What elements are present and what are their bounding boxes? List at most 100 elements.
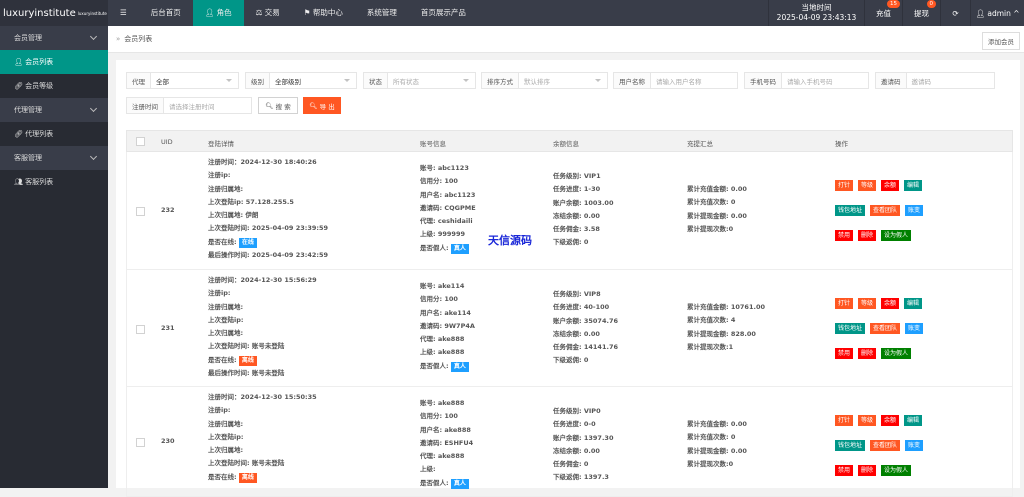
account-detail: 用户名: ake888 xyxy=(420,425,471,434)
action-button[interactable]: 查看团队 xyxy=(870,205,901,216)
action-button[interactable]: 设为假人 xyxy=(881,348,912,359)
link-icon: 🔗︎ xyxy=(14,130,23,138)
account-detail: 信用分: 100 xyxy=(420,177,458,186)
username-input[interactable]: 用户名称 请输入用户名称 xyxy=(613,72,738,89)
username-placeholder: 请输入用户名称 xyxy=(656,77,702,86)
action-button[interactable]: 钱包地址 xyxy=(835,323,866,334)
nav-tab-5[interactable]: 首页展示产品 xyxy=(409,0,478,26)
balance-detail: 账户余额: 35074.76 xyxy=(553,316,618,325)
summary-detail: 累计充值次数: 0 xyxy=(687,198,736,207)
action-button[interactable]: 等级 xyxy=(858,298,877,309)
last-op-time: 最后操作时间: 2025-04-09 23:42:59 xyxy=(208,251,329,260)
action-button[interactable]: 禁用 xyxy=(835,348,854,359)
logo[interactable]: luxuryinstitute luxuryinstitute xyxy=(0,0,108,26)
refresh-icon[interactable]: ⟳ xyxy=(940,0,970,26)
row-checkbox[interactable] xyxy=(136,207,145,216)
phone-input[interactable]: 手机号码 请输入手机号码 xyxy=(744,72,869,89)
summary-detail: 累计提现金额: 0.00 xyxy=(687,211,747,220)
action-button[interactable]: 账变 xyxy=(905,205,924,216)
balance-detail: 任务佣金: 14141.76 xyxy=(553,343,618,352)
col-summary: 充提汇总 xyxy=(687,140,713,148)
nav-tab-2[interactable]: ⚖ 交易 xyxy=(244,0,292,26)
action-button[interactable]: 删除 xyxy=(858,230,877,241)
action-button[interactable]: 查看团队 xyxy=(870,440,901,451)
action-button[interactable]: 账变 xyxy=(905,323,924,334)
recharge-button[interactable]: 充值 15 xyxy=(864,0,902,26)
balance-detail: 任务级别: VIP8 xyxy=(553,290,601,298)
invite-code-input[interactable]: 邀请码 邀请码 xyxy=(875,72,995,89)
action-button[interactable]: 等级 xyxy=(858,415,877,426)
nav-tab-4[interactable]: 系统管理 xyxy=(355,0,409,26)
nav-tab-3[interactable]: ⚑ 帮助中心 xyxy=(292,0,355,26)
col-account: 账号信息 xyxy=(420,140,446,148)
menu-toggle-icon[interactable]: ☰ xyxy=(120,8,127,17)
account-detail: 用户名: ake114 xyxy=(420,308,471,317)
action-button[interactable]: 设为假人 xyxy=(881,230,912,241)
action-button[interactable]: 余额 xyxy=(881,180,900,191)
action-button[interactable]: 编辑 xyxy=(904,298,923,309)
account-detail: 邀请码: ESHFU4 xyxy=(420,438,474,447)
sidebar-item-4[interactable]: 🔗︎ 代理列表 xyxy=(0,122,108,146)
search-button[interactable]: 🔍︎ 搜 索 xyxy=(258,97,298,114)
agent-select[interactable]: 代理 全部 xyxy=(126,72,239,89)
agent-value: 全部 xyxy=(156,77,169,86)
sidebar-item-1[interactable]: 👤︎ 会员列表 xyxy=(0,50,108,74)
online-label: 是否在线: xyxy=(208,237,237,246)
action-button[interactable]: 查看团队 xyxy=(870,323,901,334)
action-button[interactable]: 打针 xyxy=(835,180,854,191)
register-time-input[interactable]: 注册时间 请选择注册时间 xyxy=(126,97,252,114)
sort-select[interactable]: 排序方式 默认排序 xyxy=(481,72,608,89)
nav-tab-0[interactable]: 后台首页 xyxy=(139,0,193,26)
login-detail: 注册时间：2024-12-30 15:56:29 xyxy=(208,276,317,284)
sidebar-group-0[interactable]: 会员管理 xyxy=(0,26,108,50)
select-all-checkbox[interactable] xyxy=(136,137,145,146)
action-button[interactable]: 等级 xyxy=(858,180,877,191)
action-button[interactable]: 设为假人 xyxy=(881,465,912,476)
caret-down-icon xyxy=(463,79,469,82)
online-label: 是否在线: xyxy=(208,472,237,481)
sidebar-group-3[interactable]: 代理管理 xyxy=(0,98,108,122)
level-label: 级别 xyxy=(246,73,270,88)
top-nav: ☰ 后台首页 👤︎ 角色 ⚖ 交易 ⚑ 帮助中心 系统管理 首页展示产品 xyxy=(108,0,478,26)
time-value: 2025-04-09 23:43:13 xyxy=(776,13,857,22)
action-button[interactable]: 钱包地址 xyxy=(835,205,866,216)
action-button[interactable]: 编辑 xyxy=(904,180,923,191)
user-menu[interactable]: 👤︎ admin ^ xyxy=(970,0,1024,26)
action-button[interactable]: 余额 xyxy=(881,415,900,426)
action-button[interactable]: 删除 xyxy=(858,465,877,476)
fake-label: 是否假人: xyxy=(420,243,449,252)
sort-placeholder: 默认排序 xyxy=(524,77,550,86)
export-button[interactable]: 🔍︎ 导 出 xyxy=(303,97,341,114)
action-button[interactable]: 打针 xyxy=(835,298,854,309)
summary-detail: 累计充值金额: 0.00 xyxy=(687,420,747,428)
search-icon: 🔍︎ xyxy=(265,101,274,110)
action-button[interactable]: 禁用 xyxy=(835,230,854,241)
row-checkbox[interactable] xyxy=(136,324,145,334)
action-button[interactable]: 禁用 xyxy=(835,465,854,476)
login-detail: 上次登陆ip: xyxy=(208,315,244,324)
uid: 232 xyxy=(161,206,175,214)
sidebar-item-2[interactable]: 🔗︎ 会员等级 xyxy=(0,74,108,98)
action-button[interactable]: 删除 xyxy=(858,348,877,359)
withdraw-label: 提现 xyxy=(914,8,929,18)
row-checkbox[interactable] xyxy=(136,438,145,447)
balance-detail: 任务级别: VIP0 xyxy=(553,407,601,415)
status-placeholder: 所有状态 xyxy=(393,77,419,86)
sidebar-label: 会员列表 xyxy=(25,58,54,66)
sidebar-group-5[interactable]: 客服管理 xyxy=(0,146,108,170)
nav-label: 帮助中心 xyxy=(312,8,343,17)
action-button[interactable]: 打针 xyxy=(835,415,854,426)
sidebar-item-6[interactable]: 👥︎ 客服列表 xyxy=(0,170,108,194)
add-member-button[interactable]: 添加会员 xyxy=(982,32,1020,50)
nav-tab-1[interactable]: 👤︎ 角色 xyxy=(192,0,244,26)
level-value: 全部级别 xyxy=(275,77,301,86)
action-button[interactable]: 钱包地址 xyxy=(835,440,866,451)
scale-icon: ⚖ xyxy=(255,8,263,17)
action-button[interactable]: 账变 xyxy=(905,440,924,451)
action-button[interactable]: 编辑 xyxy=(904,415,923,426)
action-button[interactable]: 余额 xyxy=(881,298,900,309)
status-select[interactable]: 状态 所有状态 xyxy=(363,72,476,89)
export-label: 导 出 xyxy=(319,102,335,111)
withdraw-button[interactable]: 提现 0 xyxy=(902,0,940,26)
level-select[interactable]: 级别 全部级别 xyxy=(245,72,357,89)
